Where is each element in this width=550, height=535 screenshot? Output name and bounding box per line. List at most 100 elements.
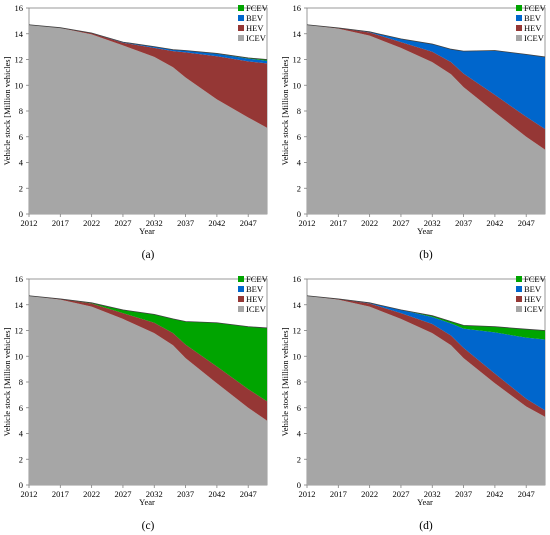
y-tick-label: 12 [293, 326, 302, 336]
y-tick-label: 0 [19, 209, 23, 219]
legend-swatch-fcev [516, 5, 522, 11]
panel-caption: (c) [142, 520, 155, 532]
legend-label-bev: BEV [524, 284, 542, 294]
panel-caption: (b) [419, 249, 433, 261]
y-tick-label: 4 [297, 429, 302, 439]
y-tick-label: 6 [19, 403, 23, 413]
legend-label-hev: HEV [246, 294, 264, 304]
area-bev [307, 295, 545, 411]
legend-label-icev: ICEV [246, 304, 267, 314]
legend-swatch-hev [238, 296, 244, 302]
x-tick-label: 2037 [455, 218, 472, 228]
legend-swatch-fcev [516, 276, 522, 282]
x-tick-label: 2047 [518, 489, 535, 499]
x-tick-label: 2037 [177, 489, 194, 499]
area-icev [29, 24, 267, 214]
legend-swatch-bev [238, 15, 244, 21]
legend-label-fcev: FCEV [246, 274, 269, 284]
y-tick-label: 12 [15, 55, 24, 65]
legend-swatch-hev [516, 296, 522, 302]
y-tick-label: 8 [297, 106, 301, 116]
x-tick-label: 2042 [208, 489, 225, 499]
legend-swatch-bev [516, 286, 522, 292]
x-tick-label: 2047 [518, 218, 535, 228]
x-tick-label: 2017 [52, 218, 69, 228]
y-tick-label: 4 [19, 429, 24, 439]
stack-top-line [306, 24, 546, 58]
x-tick-label: 2027 [392, 218, 409, 228]
legend-label-fcev: FCEV [246, 3, 269, 13]
legend-swatch-icev [516, 306, 522, 312]
legend-label-icev: ICEV [524, 304, 545, 314]
legend-swatch-hev [516, 25, 522, 31]
y-tick-label: 12 [15, 326, 24, 336]
x-tick-label: 2032 [146, 489, 163, 499]
y-tick-label: 10 [15, 80, 24, 90]
x-axis-title: Year [417, 497, 433, 507]
panel-caption: (a) [142, 249, 155, 261]
y-tick-label: 10 [293, 351, 302, 361]
x-tick-label: 2022 [83, 489, 100, 499]
y-tick-label: 8 [19, 377, 23, 387]
legend-label-icev: ICEV [524, 33, 545, 43]
legend-label-fcev: FCEV [524, 274, 547, 284]
y-tick-label: 14 [293, 300, 302, 310]
y-tick-label: 10 [293, 80, 302, 90]
stack-top-line [28, 295, 268, 329]
y-axis-title: Vehicle stock [Million vehicles] [2, 56, 12, 165]
legend-swatch-icev [238, 306, 244, 312]
y-axis-title: Vehicle stock [Million vehicles] [280, 56, 290, 165]
y-tick-label: 6 [19, 132, 23, 142]
x-tick-label: 2042 [486, 489, 503, 499]
y-tick-label: 2 [297, 183, 301, 193]
area-icev [307, 295, 545, 485]
x-tick-label: 2022 [83, 218, 100, 228]
legend-label-bev: BEV [246, 13, 264, 23]
y-tick-label: 16 [293, 274, 302, 284]
stack-top-line [28, 24, 268, 60]
x-tick-label: 2022 [361, 489, 378, 499]
x-tick-label: 2012 [21, 218, 38, 228]
y-axis-title: Vehicle stock [Million vehicles] [280, 327, 290, 436]
y-tick-label: 8 [19, 106, 23, 116]
legend-swatch-bev [238, 286, 244, 292]
x-tick-label: 2022 [361, 218, 378, 228]
legend-label-bev: BEV [246, 284, 264, 294]
legend-swatch-icev [238, 35, 244, 41]
legend-swatch-icev [516, 35, 522, 41]
y-tick-label: 10 [15, 351, 24, 361]
area-icev [29, 295, 267, 485]
legend-label-hev: HEV [246, 23, 264, 33]
legend-label-bev: BEV [524, 13, 542, 23]
y-tick-label: 2 [19, 183, 23, 193]
legend-swatch-fcev [238, 276, 244, 282]
legend-label-hev: HEV [524, 294, 542, 304]
area-bev [29, 24, 267, 64]
legend-label-icev: ICEV [246, 33, 267, 43]
x-tick-label: 2027 [392, 489, 409, 499]
panel-caption: (d) [419, 520, 433, 532]
chart-panel: 0 2 4 6 8 10 12 14 16 2012 2017 2022 2027 2032 2037 204… [2, 274, 269, 532]
x-tick-label: 2042 [208, 218, 225, 228]
x-tick-label: 2047 [240, 489, 257, 499]
y-axis-title: Vehicle stock [Million vehicles] [2, 327, 12, 436]
legend-swatch-fcev [238, 5, 244, 11]
chart-panel: 0 2 4 6 8 10 12 14 16 2012 2017 2022 2027 2032 2037 204… [280, 274, 547, 532]
y-tick-label: 0 [19, 480, 23, 490]
stack-top-line [306, 295, 546, 331]
x-tick-label: 2012 [299, 489, 316, 499]
y-tick-label: 4 [297, 158, 302, 168]
legend-label-hev: HEV [524, 23, 542, 33]
x-tick-label: 2017 [52, 489, 69, 499]
y-tick-label: 16 [15, 3, 24, 13]
x-tick-label: 2027 [114, 489, 131, 499]
x-tick-label: 2032 [146, 218, 163, 228]
area-hev [29, 24, 267, 128]
area-icev [307, 24, 545, 214]
x-tick-label: 2037 [455, 489, 472, 499]
